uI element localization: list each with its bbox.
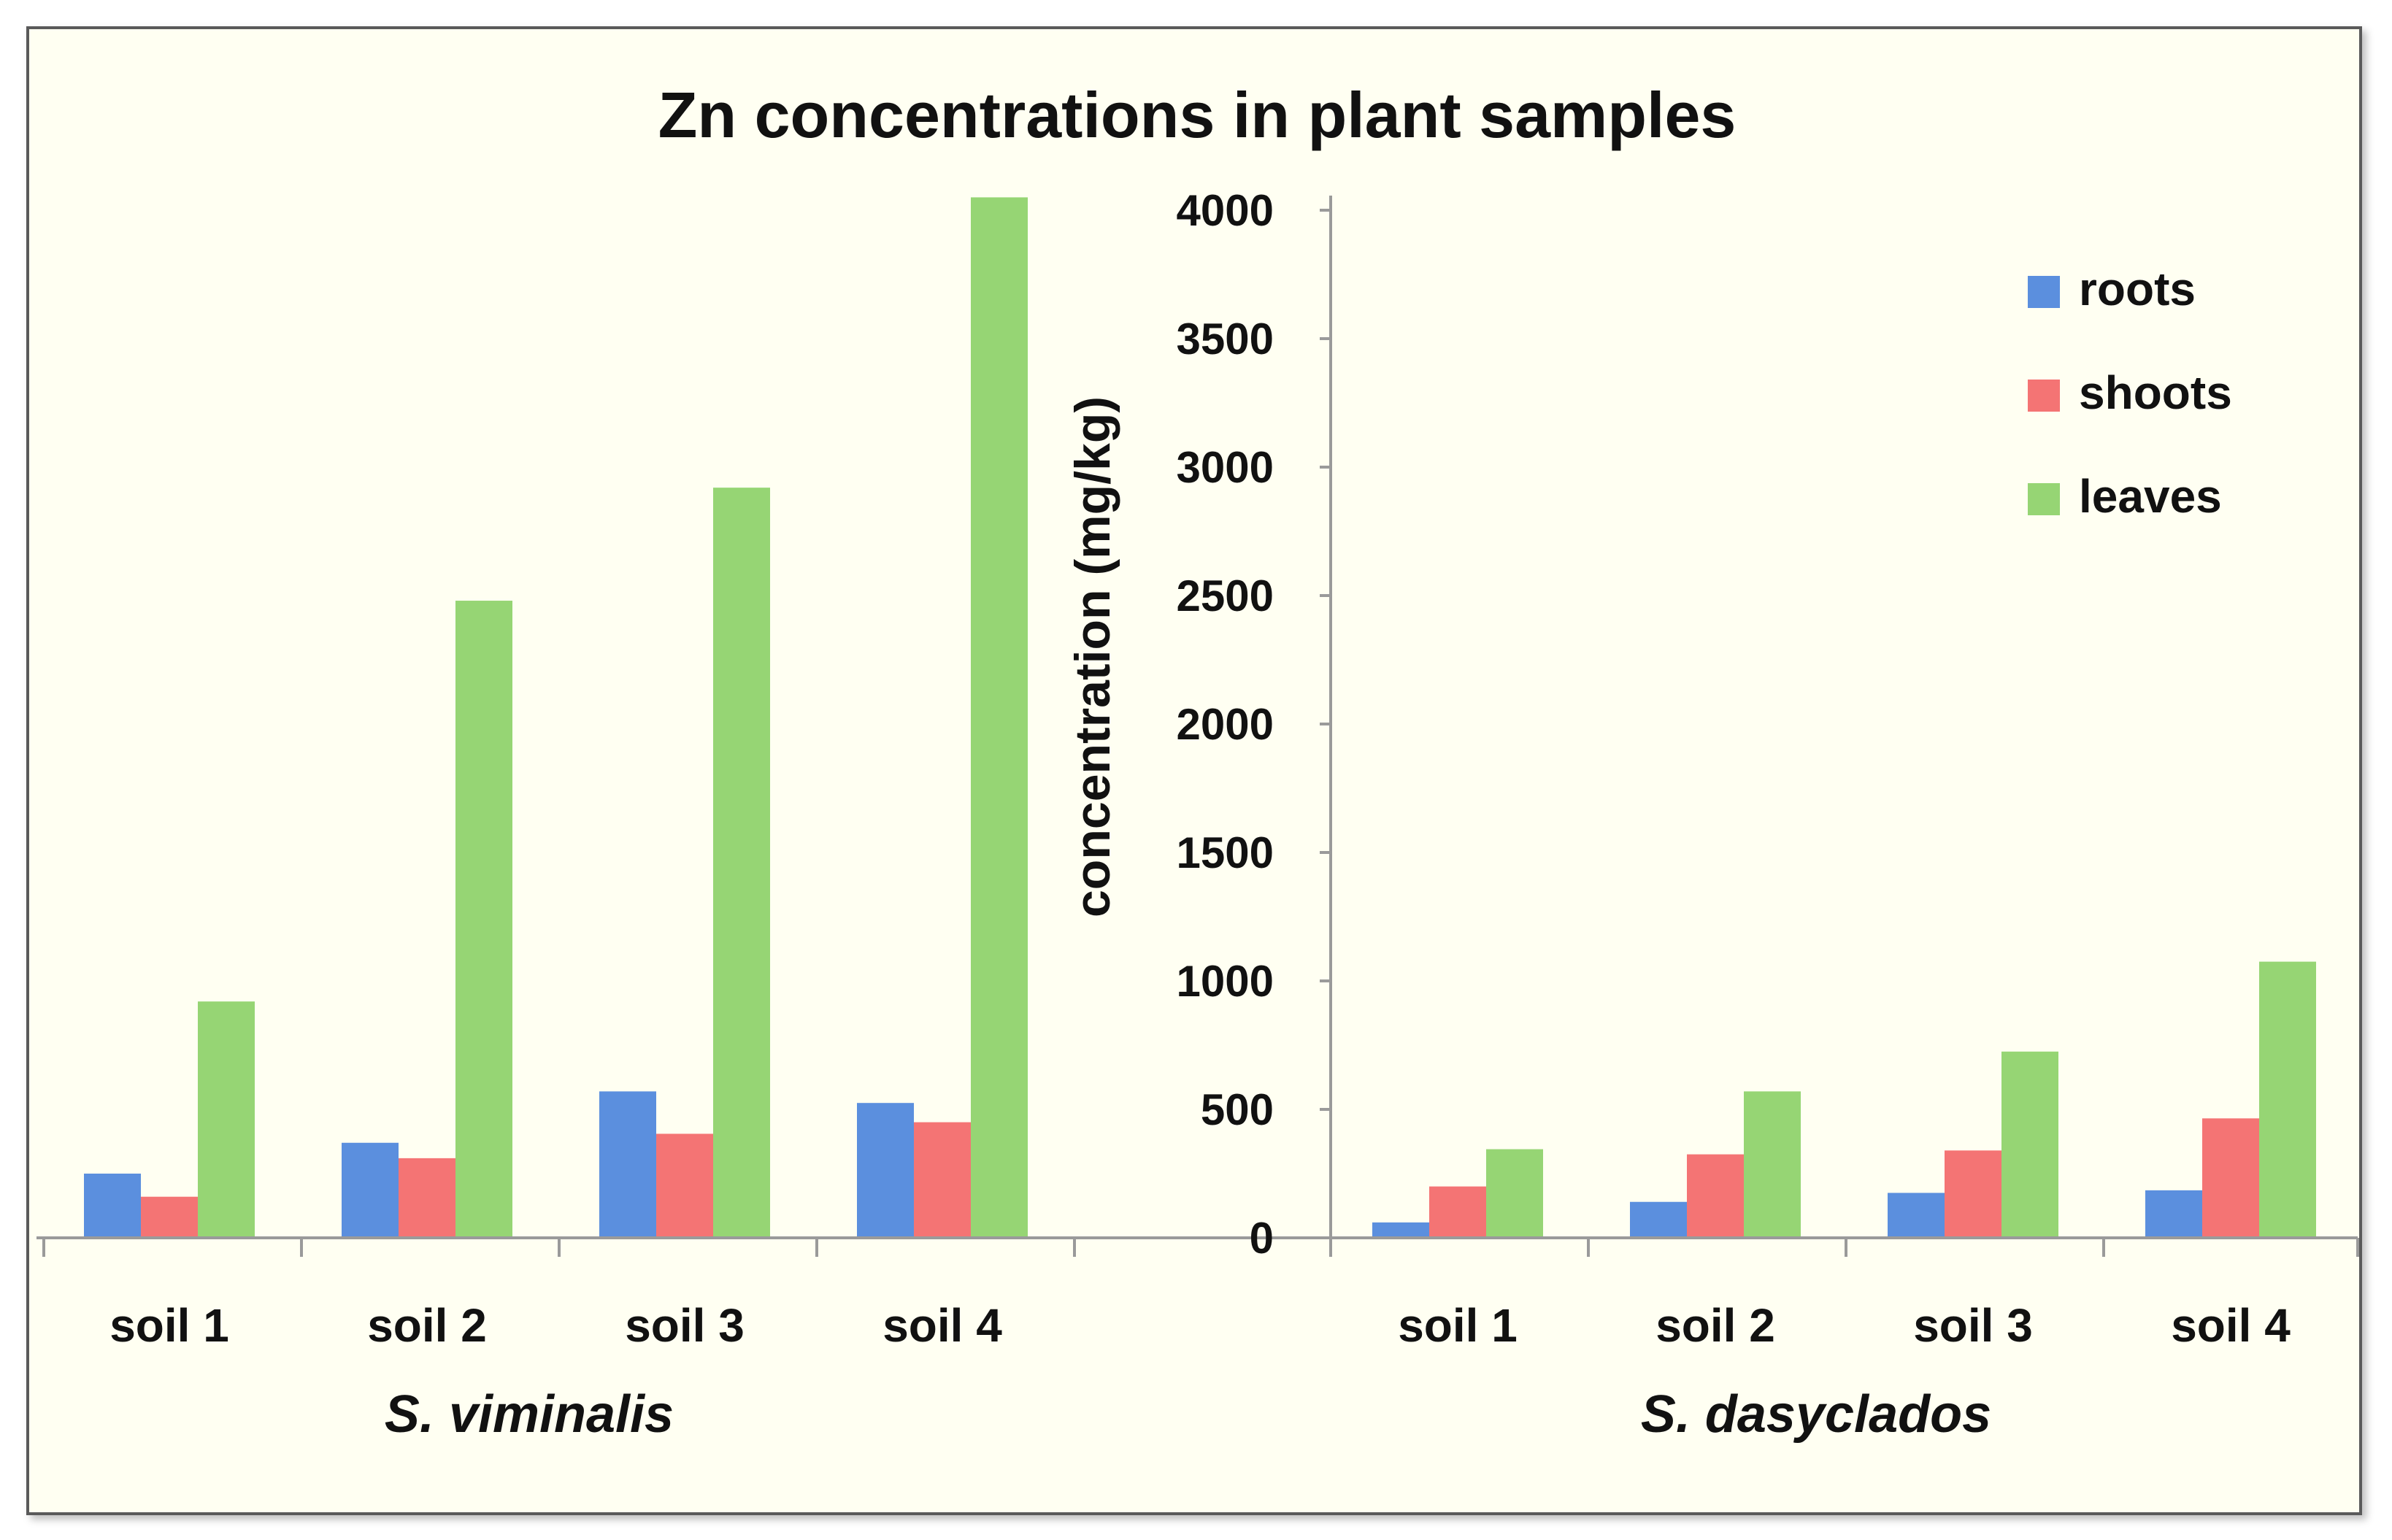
x-category-label: soil 2 xyxy=(367,1299,487,1352)
x-category-label: soil 2 xyxy=(1655,1299,1775,1352)
y-tick-label: 1000 xyxy=(1177,957,1274,1006)
y-tick-label: 3500 xyxy=(1177,315,1274,363)
y-axis-label: concentration (mg/kg) xyxy=(1065,396,1120,917)
bar-shoots xyxy=(141,1196,198,1238)
x-category-label: soil 3 xyxy=(1913,1299,2033,1352)
bar-roots xyxy=(84,1174,141,1238)
bar-leaves xyxy=(2259,961,2316,1238)
legend-label-shoots: shoots xyxy=(2079,366,2232,419)
x-category-label: soil 4 xyxy=(2171,1299,2291,1352)
bar-roots xyxy=(599,1091,656,1238)
bar-shoots xyxy=(914,1122,971,1238)
bar-roots xyxy=(1372,1222,1429,1238)
bar-leaves xyxy=(198,1001,255,1238)
bar-roots xyxy=(342,1142,399,1238)
y-tick-label: 4000 xyxy=(1177,186,1274,235)
bar-leaves xyxy=(455,601,512,1238)
x-axis-categories: soil 1 soil 2 soil 3 soil 4 soil 1 soil 2 soil… xyxy=(42,1238,2359,1352)
y-tick-label: 0 xyxy=(1250,1214,1274,1263)
bar-shoots xyxy=(399,1158,455,1238)
bar-leaves xyxy=(1744,1091,1801,1238)
legend-label-roots: roots xyxy=(2079,263,2196,315)
x-group-label: S. viminalis xyxy=(385,1385,674,1444)
x-axis-groups: S. viminalis S. dasyclados xyxy=(385,1385,1991,1444)
plot-area xyxy=(84,197,2316,1239)
legend-swatch-roots xyxy=(2028,276,2060,308)
y-tick-label: 500 xyxy=(1201,1085,1274,1134)
y-tick-label: 3000 xyxy=(1177,443,1274,492)
bar-roots xyxy=(1630,1201,1687,1238)
y-axis: 0 500 1000 1500 2000 2500 3000 3500 4000 xyxy=(1177,186,1331,1263)
legend-swatch-leaves xyxy=(2028,483,2060,515)
y-tick-label: 2000 xyxy=(1177,700,1274,749)
legend-swatch-shoots xyxy=(2028,380,2060,412)
bar-leaves xyxy=(2001,1051,2058,1238)
bar-leaves xyxy=(713,488,770,1239)
chart-title: Zn concentrations in plant samples xyxy=(658,79,1737,151)
legend-label-leaves: leaves xyxy=(2079,470,2222,523)
bar-shoots xyxy=(656,1133,713,1238)
x-category-label: soil 1 xyxy=(109,1299,229,1352)
x-category-label: soil 1 xyxy=(1398,1299,1518,1352)
bar-shoots xyxy=(2202,1118,2259,1238)
bar-roots xyxy=(857,1103,914,1238)
bar-shoots xyxy=(1687,1154,1744,1238)
bar-leaves xyxy=(971,197,1028,1238)
bar-roots xyxy=(1888,1193,1945,1238)
bar-roots xyxy=(2145,1190,2202,1238)
legend: roots shoots leaves xyxy=(2028,263,2232,523)
bar-shoots xyxy=(1945,1150,2001,1238)
bar-shoots xyxy=(1429,1186,1486,1238)
bar-leaves xyxy=(1486,1149,1543,1238)
chart-frame xyxy=(26,26,2362,1515)
y-tick-label: 1500 xyxy=(1177,828,1274,877)
y-tick-label: 2500 xyxy=(1177,571,1274,620)
x-group-label: S. dasyclados xyxy=(1641,1385,1991,1444)
x-category-label: soil 3 xyxy=(625,1299,745,1352)
x-category-label: soil 4 xyxy=(882,1299,1002,1352)
